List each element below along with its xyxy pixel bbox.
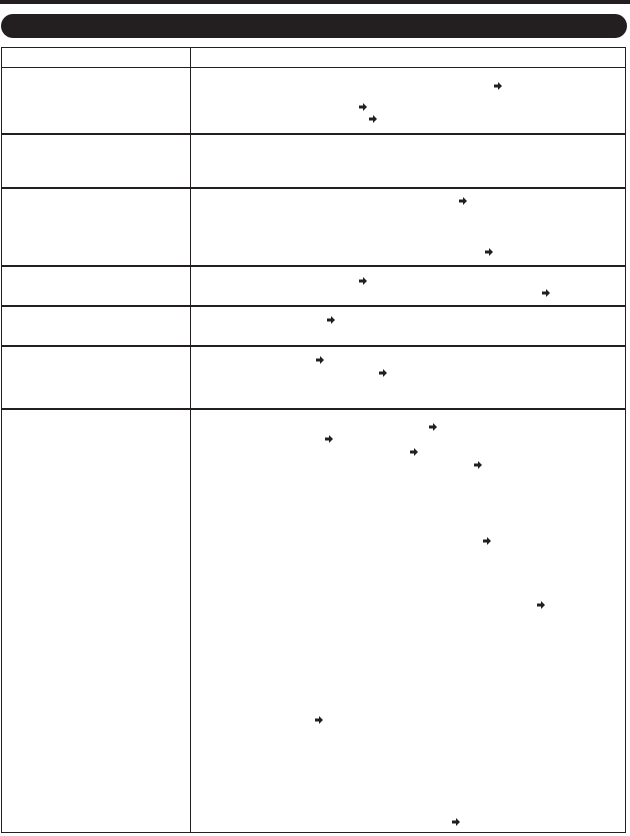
- arrow-right-icon: [429, 423, 437, 431]
- arrow-right-icon: [316, 356, 324, 364]
- arrow-right-icon: [537, 601, 545, 609]
- arrow-right-icon: [359, 277, 367, 285]
- row-divider: [2, 345, 625, 347]
- row-divider: [2, 265, 625, 267]
- top-rule: [0, 0, 630, 4]
- arrow-right-icon: [485, 248, 493, 256]
- arrow-right-icon: [325, 435, 333, 443]
- header-divider: [2, 67, 625, 68]
- arrow-right-icon: [369, 115, 377, 123]
- arrow-right-icon: [494, 82, 502, 90]
- arrow-right-icon: [474, 461, 482, 469]
- arrow-right-icon: [452, 818, 460, 826]
- arrow-right-icon: [359, 103, 367, 111]
- row-divider: [2, 305, 625, 307]
- arrow-right-icon: [315, 716, 323, 724]
- troubleshooting-table: [1, 47, 626, 833]
- row-divider: [2, 408, 625, 410]
- arrow-right-icon: [459, 197, 467, 205]
- row-divider: [2, 133, 625, 135]
- arrow-right-icon: [410, 448, 418, 456]
- row-divider: [2, 187, 625, 189]
- arrow-right-icon: [379, 369, 387, 377]
- arrow-right-icon: [542, 289, 550, 297]
- section-title-bar: [1, 14, 627, 38]
- arrow-right-icon: [327, 316, 335, 324]
- column-divider: [190, 48, 191, 832]
- arrow-right-icon: [483, 537, 491, 545]
